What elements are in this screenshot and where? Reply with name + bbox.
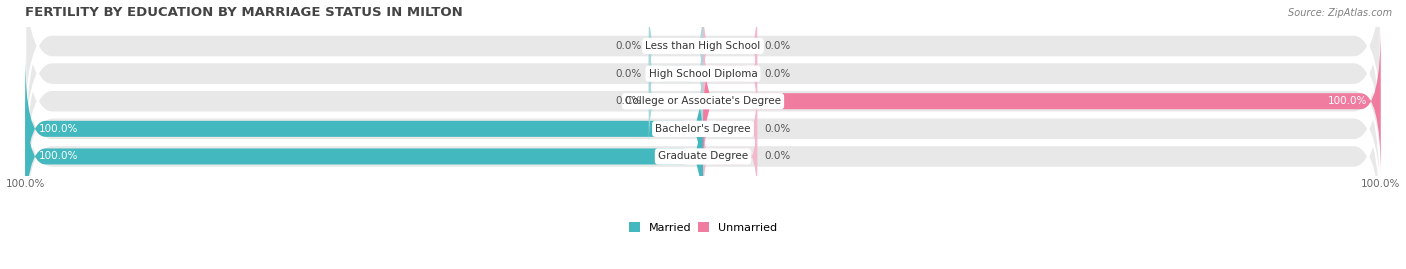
Text: 0.0%: 0.0% bbox=[616, 41, 643, 51]
FancyBboxPatch shape bbox=[648, 54, 703, 148]
Text: 100.0%: 100.0% bbox=[1327, 96, 1367, 106]
FancyBboxPatch shape bbox=[25, 82, 703, 231]
Text: 0.0%: 0.0% bbox=[616, 69, 643, 79]
FancyBboxPatch shape bbox=[25, 57, 1381, 256]
Text: 0.0%: 0.0% bbox=[763, 124, 790, 134]
FancyBboxPatch shape bbox=[703, 109, 758, 204]
FancyBboxPatch shape bbox=[703, 0, 758, 93]
Legend: Married, Unmarried: Married, Unmarried bbox=[624, 218, 782, 237]
FancyBboxPatch shape bbox=[25, 0, 1381, 145]
Text: FERTILITY BY EDUCATION BY MARRIAGE STATUS IN MILTON: FERTILITY BY EDUCATION BY MARRIAGE STATU… bbox=[25, 6, 463, 19]
FancyBboxPatch shape bbox=[703, 26, 1381, 176]
Text: High School Diploma: High School Diploma bbox=[648, 69, 758, 79]
FancyBboxPatch shape bbox=[703, 26, 758, 121]
FancyBboxPatch shape bbox=[25, 0, 1381, 173]
FancyBboxPatch shape bbox=[25, 2, 1381, 200]
FancyBboxPatch shape bbox=[25, 54, 703, 204]
FancyBboxPatch shape bbox=[648, 0, 703, 93]
Text: 100.0%: 100.0% bbox=[39, 124, 79, 134]
Text: Source: ZipAtlas.com: Source: ZipAtlas.com bbox=[1288, 8, 1392, 18]
Text: 100.0%: 100.0% bbox=[39, 151, 79, 161]
Text: 0.0%: 0.0% bbox=[763, 69, 790, 79]
Text: 0.0%: 0.0% bbox=[763, 151, 790, 161]
Text: Less than High School: Less than High School bbox=[645, 41, 761, 51]
FancyBboxPatch shape bbox=[25, 30, 1381, 228]
Text: College or Associate's Degree: College or Associate's Degree bbox=[626, 96, 780, 106]
Text: 0.0%: 0.0% bbox=[616, 96, 643, 106]
Text: 0.0%: 0.0% bbox=[763, 41, 790, 51]
Text: Bachelor's Degree: Bachelor's Degree bbox=[655, 124, 751, 134]
FancyBboxPatch shape bbox=[703, 82, 758, 176]
FancyBboxPatch shape bbox=[648, 26, 703, 121]
Text: Graduate Degree: Graduate Degree bbox=[658, 151, 748, 161]
